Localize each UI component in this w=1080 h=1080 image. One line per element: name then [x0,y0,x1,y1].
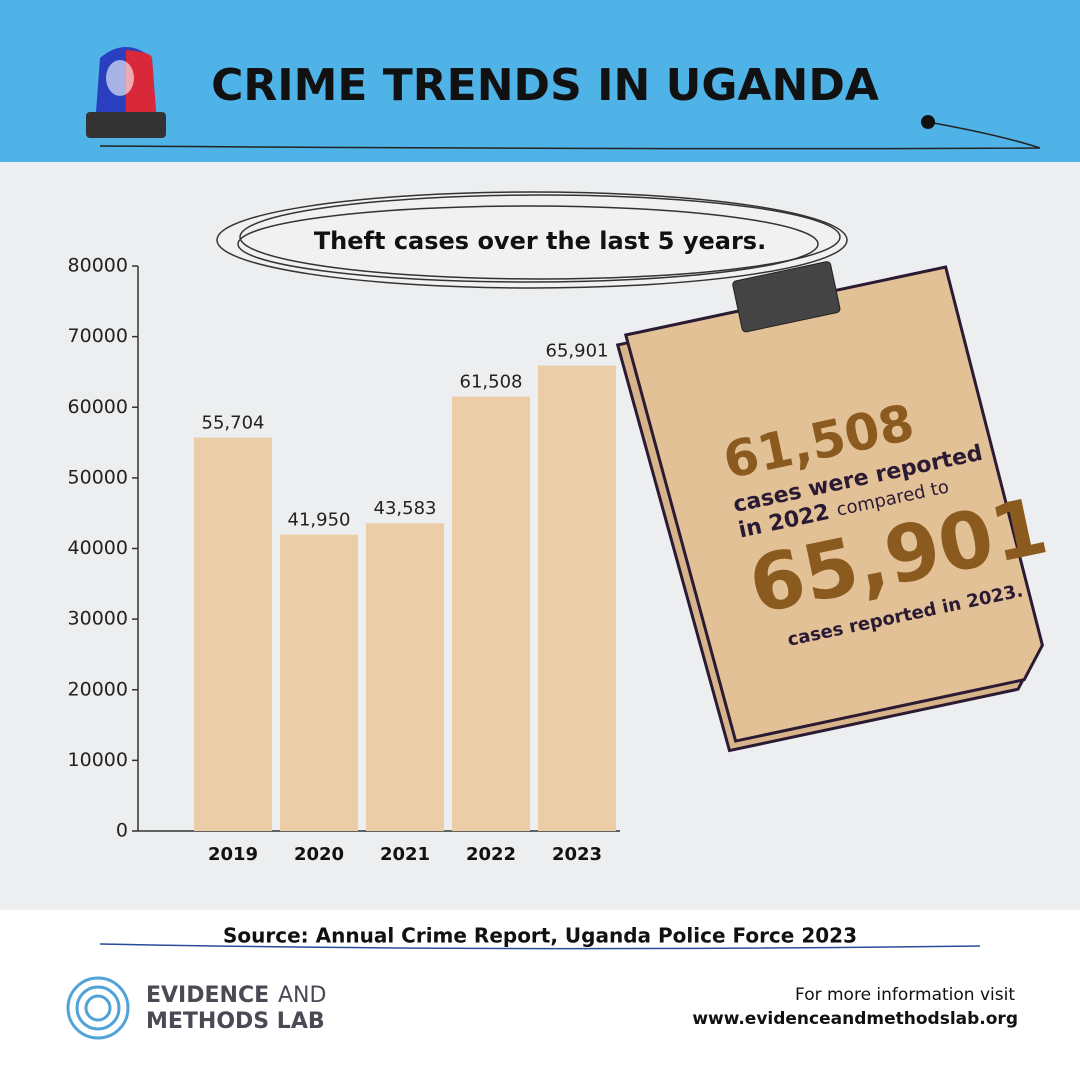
callout-note: 61,508 cases were reported in 2022 compa… [615,261,1055,753]
subtitle-bubble [216,191,848,289]
bar [538,365,616,831]
brand-logo [66,976,130,1040]
bar [194,437,272,831]
value-label: 55,704 [202,413,265,434]
brand-name: METHODS LAB [146,1009,325,1034]
footer-text: For more information visit [795,985,1015,1005]
brand-name: AND [278,983,326,1008]
bar [280,534,358,831]
chart-title: CRIME TRENDS IN UGANDA [211,60,879,111]
footer-url[interactable]: www.evidenceandmethodslab.org [692,1009,1018,1029]
y-tick-label: 20000 [68,678,128,700]
source-note: Source: Annual Crime Report, Uganda Poli… [223,924,857,948]
bar [452,396,530,831]
y-tick-label: 70000 [68,325,128,347]
bar [366,523,444,831]
y-tick-label: 60000 [68,396,128,418]
value-label: 41,950 [288,510,351,531]
value-label: 65,901 [546,341,609,362]
y-tick-label: 0 [116,820,128,842]
source-underline [99,943,981,950]
chart-subtitle: Theft cases over the last 5 years. [314,227,766,255]
x-tick-label: 2020 [294,844,344,865]
y-tick-label: 10000 [68,749,128,771]
header-band [0,0,1080,162]
decor-line [99,121,1041,150]
value-label: 43,583 [374,498,437,519]
y-tick-label: 80000 [68,255,128,277]
x-tick-label: 2023 [552,844,602,865]
x-tick-label: 2022 [466,844,516,865]
x-tick-label: 2021 [380,844,430,865]
x-tick-label: 2019 [208,844,258,865]
y-tick-label: 50000 [68,466,128,488]
y-tick-label: 40000 [68,537,128,559]
brand-name: EVIDENCE [146,983,269,1008]
decor-dot [921,115,935,129]
y-tick-label: 30000 [68,608,128,630]
value-label: 61,508 [460,372,523,393]
siren-icon [86,47,166,138]
